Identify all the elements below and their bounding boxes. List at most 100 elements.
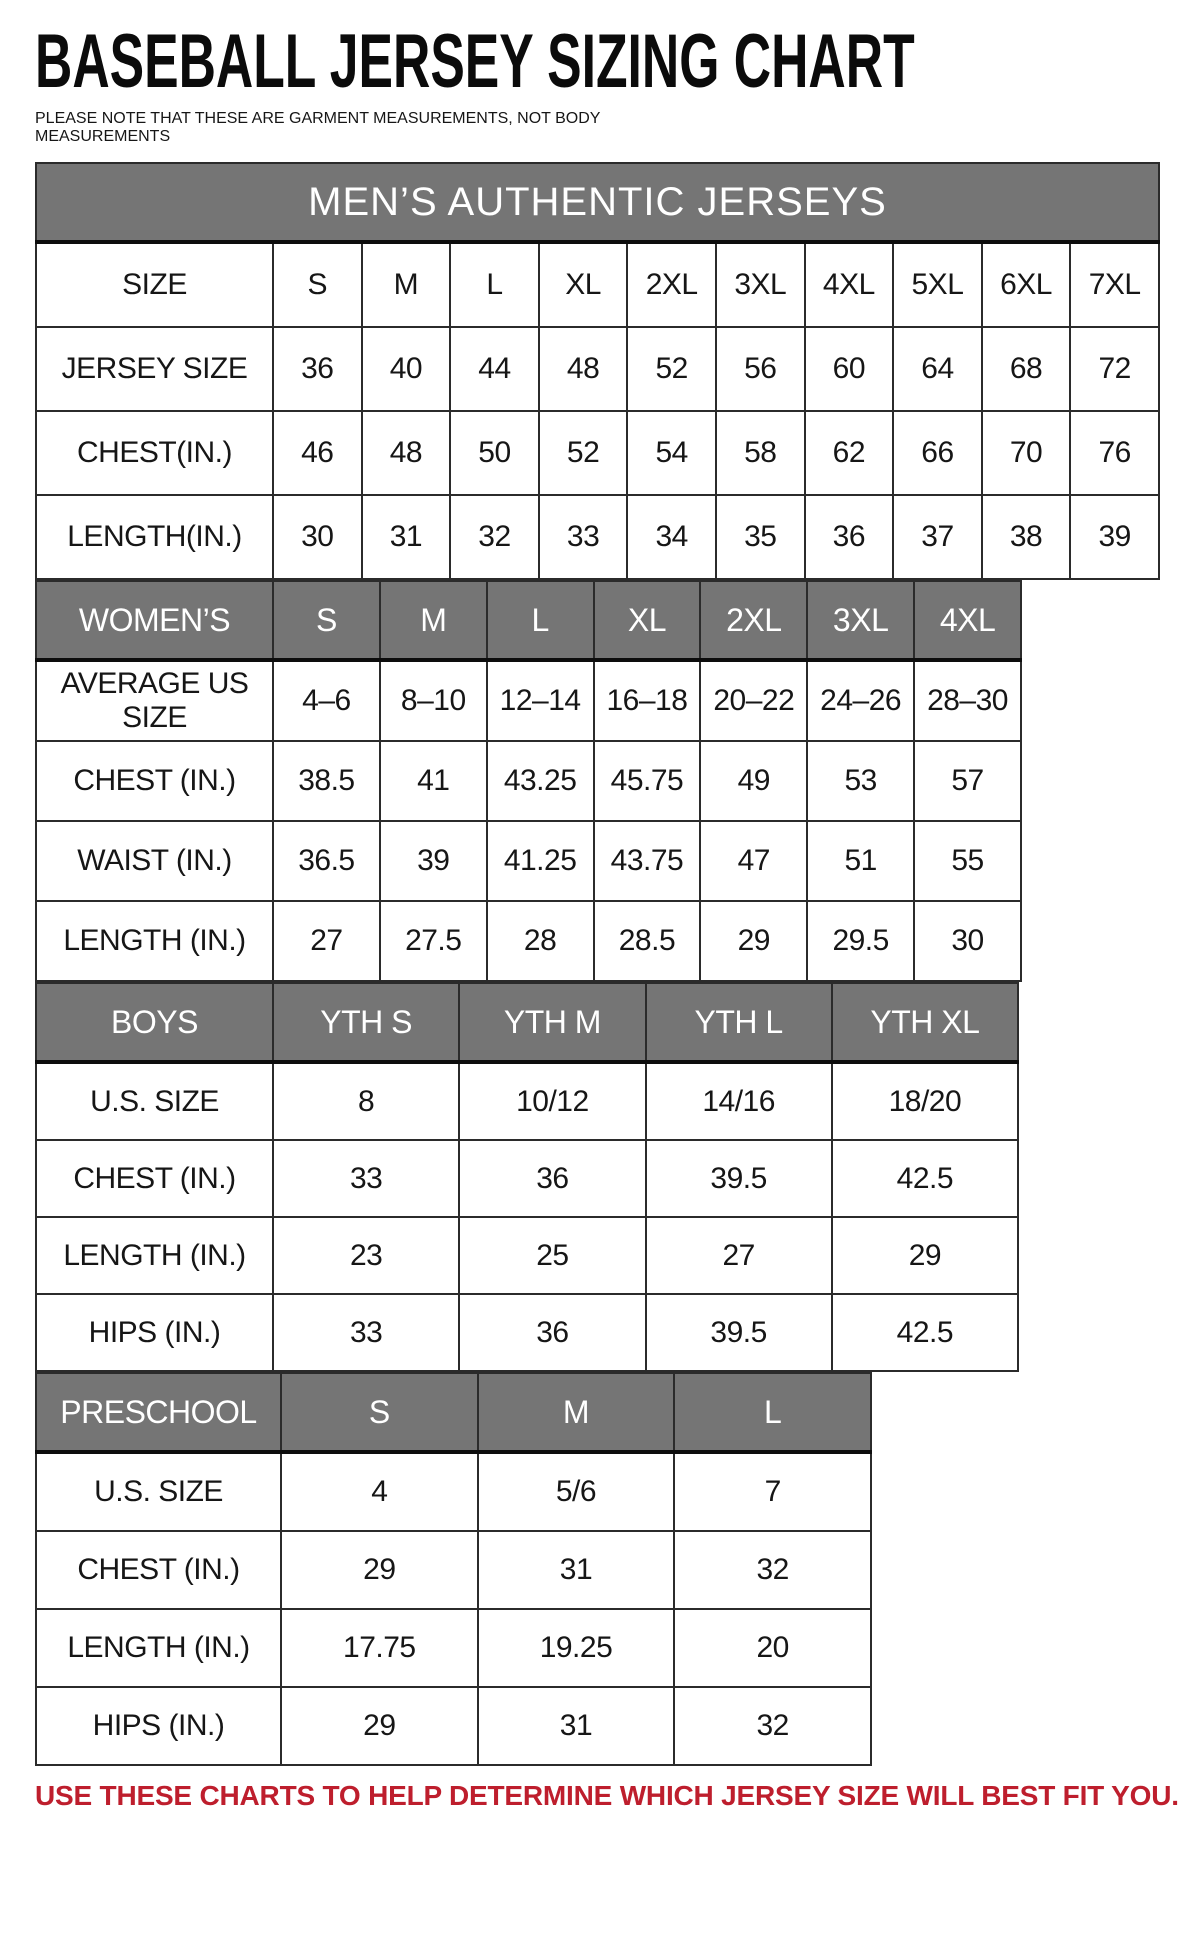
data-cell: 33 [271, 1293, 461, 1372]
table-row: HIPS (IN.) 29 31 32 [35, 1686, 872, 1766]
column-header: YTH XL [830, 982, 1020, 1064]
table-row: CHEST(IN.) 46 48 50 52 54 58 62 66 70 76 [35, 410, 1160, 496]
table-row: WAIST (IN.) 36.5 39 41.25 43.75 47 51 55 [35, 820, 1022, 902]
row-label: CHEST (IN.) [35, 1530, 282, 1610]
data-cell: 72 [1069, 326, 1160, 412]
sizing-chart-page: BASEBALL JERSEY SIZING CHART PLEASE NOTE… [35, 19, 1200, 1811]
data-cell: 31 [476, 1530, 676, 1610]
data-cell: 28–30 [913, 659, 1022, 742]
data-cell: 39 [1069, 494, 1160, 580]
data-cell: 51 [806, 820, 916, 902]
data-cell: 32 [673, 1686, 872, 1766]
column-header: M [378, 580, 488, 662]
data-cell: 41.25 [485, 820, 595, 902]
row-label: LENGTH (IN.) [35, 900, 274, 982]
page-title: BASEBALL JERSEY SIZING CHART [35, 19, 915, 104]
data-cell: 39 [378, 820, 488, 902]
data-cell: XL [537, 241, 629, 328]
data-cell: 38 [980, 494, 1072, 580]
data-cell: 28.5 [592, 900, 702, 982]
table-row: U.S. SIZE 8 10/12 14/16 18/20 [35, 1061, 1020, 1141]
womens-sizing-table: WOMEN’S S M L XL 2XL 3XL 4XL AVERAGE US SIZE 4–6 8… [35, 580, 1022, 982]
data-cell: 25 [458, 1216, 647, 1295]
data-cell: 66 [892, 410, 983, 496]
data-cell: 5XL [892, 241, 983, 328]
row-label: LENGTH (IN.) [35, 1216, 274, 1295]
data-cell: 35 [714, 494, 806, 580]
data-cell: 52 [537, 410, 629, 496]
note-line-1: PLEASE NOTE THAT THESE ARE GARMENT MEASU… [35, 110, 601, 127]
column-header: M [476, 1372, 676, 1454]
data-cell: 56 [714, 326, 806, 412]
data-cell: 42.5 [830, 1139, 1020, 1218]
data-cell: 30 [913, 900, 1022, 982]
table-row: LENGTH(IN.) 30 31 32 33 34 35 36 37 38 39 [35, 494, 1160, 580]
column-header: L [485, 580, 595, 662]
data-cell: 49 [699, 740, 809, 822]
table-row: CHEST (IN.) 29 31 32 [35, 1530, 872, 1610]
data-cell: 36 [458, 1139, 647, 1218]
data-cell: 36 [458, 1293, 647, 1372]
boys-table: BOYS YTH S YTH M YTH L YTH XL U.S. SIZE 8 10/12… [35, 982, 1200, 1372]
data-cell: 33 [271, 1139, 461, 1218]
row-label: SIZE [35, 241, 274, 328]
column-header: YTH M [458, 982, 647, 1064]
data-cell: 29 [699, 900, 809, 982]
data-cell: 36 [272, 326, 363, 412]
row-label: WAIST (IN.) [35, 820, 274, 902]
data-cell: 55 [913, 820, 1022, 902]
data-cell: 57 [913, 740, 1022, 822]
column-header: YTH S [271, 982, 461, 1064]
table-row: LENGTH (IN.) 27 27.5 28 28.5 29 29.5 30 [35, 900, 1022, 982]
data-cell: 31 [360, 494, 452, 580]
data-cell: 43.25 [485, 740, 595, 822]
data-cell: 76 [1069, 410, 1160, 496]
data-cell: 54 [626, 410, 717, 496]
row-label: HIPS (IN.) [35, 1293, 274, 1372]
mens-table: MEN’S AUTHENTIC JERSEYS SIZE S M L XL 2XL 3XL 4X… [35, 162, 1200, 580]
boys-header-row: BOYS YTH S YTH M YTH L YTH XL [35, 982, 1020, 1064]
row-label: CHEST (IN.) [35, 1139, 274, 1218]
row-label: U.S. SIZE [35, 1451, 282, 1532]
data-cell: 47 [699, 820, 809, 902]
column-header: S [280, 1372, 479, 1454]
data-cell: 4–6 [272, 659, 381, 742]
data-cell: 34 [626, 494, 717, 580]
data-cell: 37 [892, 494, 983, 580]
column-header: 4XL [913, 580, 1022, 662]
column-header: XL [592, 580, 702, 662]
data-cell: 30 [272, 494, 363, 580]
womens-header-row: WOMEN’S S M L XL 2XL 3XL 4XL [35, 580, 1022, 662]
data-cell: 29 [280, 1530, 479, 1610]
data-cell: 48 [537, 326, 629, 412]
data-cell: 27 [272, 900, 381, 982]
data-cell: 28 [485, 900, 595, 982]
data-cell: 40 [360, 326, 452, 412]
data-cell: 7XL [1069, 241, 1160, 328]
note-line-2: MEASUREMENTS [35, 128, 171, 145]
row-label: U.S. SIZE [35, 1061, 274, 1141]
data-cell: 45.75 [592, 740, 702, 822]
mens-sizing-table: MEN’S AUTHENTIC JERSEYS SIZE S M L XL 2XL 3XL 4X… [35, 162, 1160, 580]
data-cell: 10/12 [458, 1061, 647, 1141]
data-cell: 68 [980, 326, 1072, 412]
row-label: LENGTH(IN.) [35, 494, 274, 580]
data-cell: 32 [673, 1530, 872, 1610]
data-cell: 33 [537, 494, 629, 580]
data-cell: 16–18 [592, 659, 702, 742]
data-cell: 17.75 [280, 1608, 479, 1688]
data-cell: 6XL [980, 241, 1072, 328]
table-row: SIZE S M L XL 2XL 3XL 4XL 5XL 6XL 7XL [35, 241, 1160, 328]
data-cell: 2XL [626, 241, 717, 328]
footer-note: USE THESE CHARTS TO HELP DETERMINE WHICH… [35, 1780, 1179, 1811]
data-cell: 24–26 [806, 659, 916, 742]
data-cell: 14/16 [644, 1061, 833, 1141]
table-row: CHEST (IN.) 33 36 39.5 42.5 [35, 1139, 1020, 1218]
data-cell: 50 [449, 410, 540, 496]
data-cell: 18/20 [830, 1061, 1020, 1141]
table-row: U.S. SIZE 4 5/6 7 [35, 1451, 872, 1532]
column-header: 3XL [806, 580, 916, 662]
data-cell: S [272, 241, 363, 328]
data-cell: 36.5 [272, 820, 381, 902]
table-row: JERSEY SIZE 36 40 44 48 52 56 60 64 68 72 [35, 326, 1160, 412]
